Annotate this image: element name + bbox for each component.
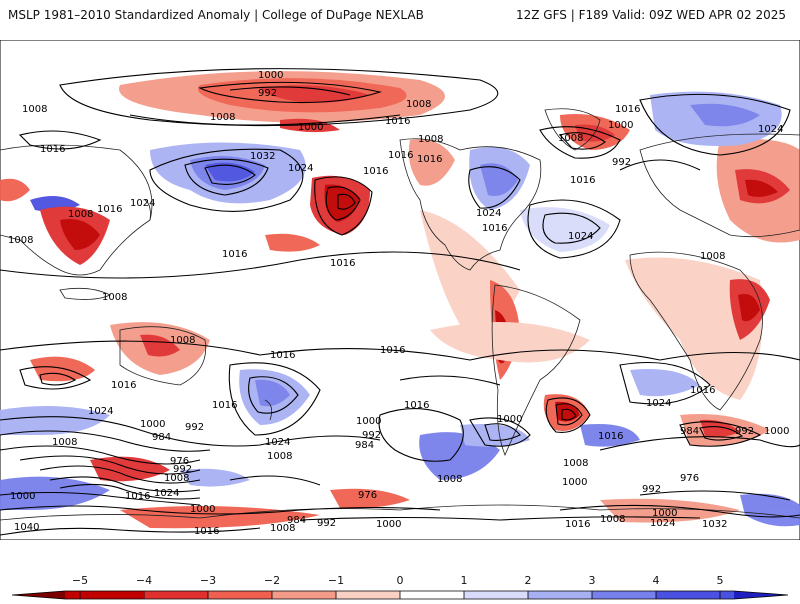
svg-text:1008: 1008 <box>210 112 235 123</box>
svg-text:1008: 1008 <box>164 473 189 484</box>
svg-text:1016: 1016 <box>417 154 442 165</box>
svg-text:1000: 1000 <box>10 491 35 502</box>
colorbar-tick-minus3: −3 <box>199 574 217 587</box>
svg-text:1008: 1008 <box>558 133 583 144</box>
svg-text:1024: 1024 <box>288 163 313 174</box>
colorbar-tick-minus1: −1 <box>327 574 345 587</box>
svg-text:1016: 1016 <box>222 249 247 260</box>
svg-text:1040: 1040 <box>14 522 39 533</box>
svg-text:1008: 1008 <box>563 458 588 469</box>
svg-text:1016: 1016 <box>385 116 410 127</box>
svg-text:1008: 1008 <box>437 474 462 485</box>
svg-text:1016: 1016 <box>40 144 65 155</box>
svg-text:1000: 1000 <box>376 519 401 530</box>
svg-text:1016: 1016 <box>330 258 355 269</box>
svg-text:1016: 1016 <box>212 400 237 411</box>
coastlines <box>0 108 800 521</box>
svg-text:1008: 1008 <box>102 292 127 303</box>
svg-text:1000: 1000 <box>764 426 789 437</box>
header-bar: MSLP 1981–2010 Standardized Anomaly | Co… <box>0 0 800 40</box>
svg-text:976: 976 <box>170 456 189 467</box>
svg-text:1024: 1024 <box>88 406 113 417</box>
svg-text:1024: 1024 <box>650 518 675 529</box>
colorbar-tick-3: 3 <box>588 574 596 587</box>
colorbar-tick-minus4: −4 <box>135 574 153 587</box>
svg-text:992: 992 <box>185 422 204 433</box>
svg-text:1024: 1024 <box>154 488 179 499</box>
svg-text:1008: 1008 <box>418 134 443 145</box>
colorbar-ramp <box>11 590 789 600</box>
svg-text:1000: 1000 <box>497 414 522 425</box>
svg-text:1008: 1008 <box>68 209 93 220</box>
svg-text:1016: 1016 <box>125 491 150 502</box>
svg-text:1016: 1016 <box>615 104 640 115</box>
anomaly-shading <box>0 71 800 529</box>
model-run-info: 12Z GFS | F189 Valid: 09Z WED APR 02 202… <box>515 8 786 22</box>
svg-text:1016: 1016 <box>598 431 623 442</box>
svg-text:1008: 1008 <box>22 104 47 115</box>
svg-text:1000: 1000 <box>258 70 283 81</box>
svg-text:1016: 1016 <box>97 204 122 215</box>
colorbar-tick-0: 0 <box>396 574 404 587</box>
svg-text:1016: 1016 <box>388 150 413 161</box>
svg-text:1016: 1016 <box>570 175 595 186</box>
svg-text:1008: 1008 <box>600 514 625 525</box>
colorbar-tick-minus2: −2 <box>263 574 281 587</box>
svg-text:1016: 1016 <box>482 223 507 234</box>
colorbar-tick-5: 5 <box>716 574 724 587</box>
anomaly-map: 1000 992 1008 1008 1000 1008 1016 1016 1… <box>0 40 800 540</box>
svg-text:992: 992 <box>612 157 631 168</box>
svg-text:1024: 1024 <box>758 124 783 135</box>
svg-text:1008: 1008 <box>700 251 725 262</box>
svg-text:984: 984 <box>680 426 699 437</box>
svg-text:1016: 1016 <box>363 166 388 177</box>
svg-text:1024: 1024 <box>130 198 155 209</box>
svg-text:984: 984 <box>355 440 374 451</box>
svg-text:984: 984 <box>152 432 171 443</box>
svg-text:992: 992 <box>735 426 754 437</box>
svg-text:1000: 1000 <box>298 122 323 133</box>
map-title: MSLP 1981–2010 Standardized Anomaly | Co… <box>8 8 424 22</box>
svg-text:1008: 1008 <box>8 235 33 246</box>
svg-text:992: 992 <box>173 464 192 475</box>
svg-text:1032: 1032 <box>250 151 275 162</box>
colorbar-tick-2: 2 <box>524 574 532 587</box>
svg-text:1008: 1008 <box>267 451 292 462</box>
svg-text:1024: 1024 <box>568 231 593 242</box>
svg-text:992: 992 <box>362 430 381 441</box>
svg-text:1016: 1016 <box>565 519 590 530</box>
svg-text:1016: 1016 <box>690 385 715 396</box>
svg-text:1000: 1000 <box>140 419 165 430</box>
svg-text:976: 976 <box>680 473 699 484</box>
svg-text:1032: 1032 <box>702 519 727 530</box>
svg-text:1016: 1016 <box>194 526 219 537</box>
svg-text:1016: 1016 <box>380 345 405 356</box>
svg-text:992: 992 <box>642 484 661 495</box>
colorbar-tick-minus5: −5 <box>71 574 89 587</box>
svg-text:992: 992 <box>258 88 277 99</box>
svg-text:1008: 1008 <box>170 335 195 346</box>
svg-text:1000: 1000 <box>652 508 677 519</box>
svg-text:1008: 1008 <box>406 99 431 110</box>
svg-text:1024: 1024 <box>646 398 671 409</box>
svg-text:1000: 1000 <box>562 477 587 488</box>
svg-text:1000: 1000 <box>608 120 633 131</box>
svg-text:1016: 1016 <box>404 400 429 411</box>
svg-text:984: 984 <box>287 515 306 526</box>
svg-text:1016: 1016 <box>111 380 136 391</box>
colorbar <box>0 570 800 600</box>
svg-text:1024: 1024 <box>476 208 501 219</box>
svg-text:1024: 1024 <box>265 437 290 448</box>
svg-text:1000: 1000 <box>356 416 381 427</box>
svg-text:1000: 1000 <box>190 504 215 515</box>
colorbar-tick-1: 1 <box>460 574 468 587</box>
svg-text:1008: 1008 <box>52 437 77 448</box>
svg-text:1016: 1016 <box>270 350 295 361</box>
isobar-contours <box>0 68 800 536</box>
isobar-labels: 1000 992 1008 1008 1000 1008 1016 1016 1… <box>8 70 789 537</box>
svg-text:992: 992 <box>317 518 336 529</box>
colorbar-tick-4: 4 <box>652 574 660 587</box>
svg-text:976: 976 <box>358 490 377 501</box>
svg-text:1008: 1008 <box>270 523 295 534</box>
